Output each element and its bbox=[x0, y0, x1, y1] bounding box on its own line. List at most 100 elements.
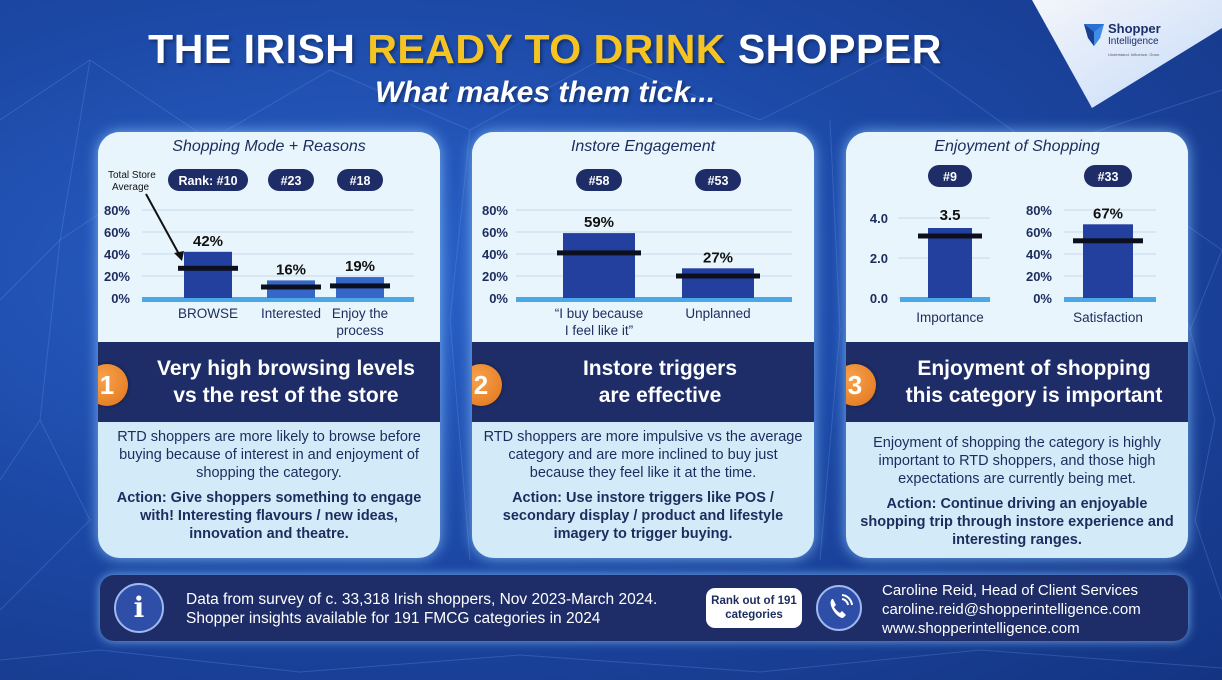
total-store-average-marker bbox=[178, 265, 238, 271]
survey-info-line1: Data from survey of c. 33,318 Irish shop… bbox=[186, 591, 658, 608]
y-tick-label: 60% bbox=[1026, 225, 1052, 240]
y-tick-label: 40% bbox=[1026, 247, 1052, 262]
data-label: 27% bbox=[703, 249, 733, 266]
title-part1: THE IRISH bbox=[148, 26, 356, 72]
data-label: 3.5 bbox=[940, 207, 961, 224]
rank-label: #9 bbox=[943, 170, 957, 184]
total-store-average-marker bbox=[330, 283, 390, 289]
bar bbox=[1083, 224, 1133, 298]
contact-info: Caroline Reid, Head of Client Services c… bbox=[882, 581, 1141, 638]
y-tick-label: 0% bbox=[111, 291, 130, 306]
headline: Very high browsing levels vs the rest of… bbox=[142, 342, 430, 422]
y-tick-label: 60% bbox=[482, 225, 508, 240]
annotation-label: Average bbox=[112, 182, 150, 193]
headline-band: 3 Enjoyment of shopping this category is… bbox=[846, 342, 1188, 422]
y-tick-label: 0% bbox=[489, 291, 508, 306]
chart-area bbox=[472, 132, 814, 342]
contact-website[interactable]: www.shopperintelligence.com bbox=[882, 620, 1080, 637]
y-tick-label: 0.0 bbox=[870, 291, 888, 306]
rank-label: #33 bbox=[1098, 170, 1119, 184]
contact-name: Caroline Reid, Head of Client Services bbox=[882, 582, 1138, 599]
number-badge: 1 bbox=[98, 364, 128, 406]
y-tick-label: 20% bbox=[104, 269, 130, 284]
y-tick-label: 4.0 bbox=[870, 211, 888, 226]
chart-instore-engagement: 0% 20% 40% 60% 80% 59% #58 “I buy because I feel… bbox=[482, 169, 792, 338]
survey-info-line2: Shopper insights available for 191 FMCG … bbox=[186, 610, 601, 627]
y-tick-label: 40% bbox=[482, 247, 508, 262]
chart-area bbox=[98, 132, 440, 342]
bar bbox=[184, 251, 232, 298]
rank-label: Rank: #10 bbox=[178, 174, 237, 188]
bar bbox=[563, 233, 635, 298]
y-tick-label: 40% bbox=[104, 247, 130, 262]
axis-baseline bbox=[900, 297, 990, 302]
headline-band: 2 Instore triggers are effective bbox=[472, 342, 814, 422]
panel-body: Enjoyment of shopping the category is hi… bbox=[856, 434, 1178, 549]
y-tick-label: 0% bbox=[1033, 291, 1052, 306]
headline-line2: are effective bbox=[598, 384, 722, 407]
page-title: THE IRISH READY TO DRINK SHOPPER bbox=[0, 26, 1090, 73]
category-label: Enjoy the bbox=[332, 306, 388, 321]
contact-email[interactable]: caroline.reid@shopperintelligence.com bbox=[882, 601, 1141, 618]
annotation-arrow bbox=[145, 193, 181, 257]
y-tick-label: 20% bbox=[1026, 269, 1052, 284]
number-badge: 2 bbox=[472, 364, 502, 406]
category-label: “I buy because bbox=[555, 306, 644, 321]
number-badge: 3 bbox=[846, 364, 876, 406]
axis-baseline bbox=[1064, 297, 1156, 302]
rank-pill bbox=[337, 169, 383, 191]
rank-pill bbox=[695, 169, 741, 191]
logo-line1: Shopper bbox=[1108, 21, 1161, 36]
rank-legend-line2: categories bbox=[725, 609, 783, 621]
shopper-intelligence-logo-icon bbox=[1084, 24, 1104, 46]
action-text: Action: Continue driving an enjoyable sh… bbox=[860, 496, 1174, 548]
category-label: BROWSE bbox=[178, 306, 238, 321]
chart-shopping-mode: 0% 20% 40% 60% 80% 42% Rank: #10 BROWSE 16% #23 In… bbox=[104, 169, 414, 338]
chart-enjoyment: 0.0 2.0 4.0 3.5 #9 Importance 0% 20% 40% 60% 80% 67… bbox=[870, 165, 1156, 325]
data-label: 67% bbox=[1093, 205, 1123, 222]
info-icon: i bbox=[114, 583, 164, 633]
headline-line1: Enjoyment of shopping bbox=[917, 357, 1151, 380]
title-part3: SHOPPER bbox=[737, 26, 942, 72]
headline: Instore triggers are effective bbox=[516, 342, 804, 422]
headline-line2: this category is important bbox=[905, 384, 1163, 407]
panel-shopping-mode: Shopping Mode + Reasons 0% 20% 40% 60% 80% 42… bbox=[98, 132, 440, 558]
rank-pill bbox=[268, 169, 314, 191]
rank-legend-line1: Rank out of 191 bbox=[711, 595, 797, 607]
body-text: RTD shoppers are more likely to browse b… bbox=[117, 429, 421, 481]
title-highlight: READY TO DRINK bbox=[367, 26, 726, 72]
axis-baseline bbox=[516, 297, 792, 302]
category-label: Satisfaction bbox=[1073, 310, 1143, 325]
total-store-average-marker bbox=[1073, 238, 1143, 244]
data-label: 59% bbox=[584, 214, 614, 231]
category-label: I feel like it” bbox=[565, 323, 633, 338]
headline-band: 1 Very high browsing levels vs the rest … bbox=[98, 342, 440, 422]
annotation-arrowhead bbox=[174, 251, 184, 261]
phone-icon bbox=[816, 585, 862, 631]
footer-bar: i Data from survey of c. 33,318 Irish sh… bbox=[100, 575, 1188, 641]
y-tick-label: 80% bbox=[1026, 203, 1052, 218]
logo-line2: Intelligence bbox=[1108, 36, 1159, 47]
survey-info: Data from survey of c. 33,318 Irish shop… bbox=[186, 590, 657, 628]
headline-line2: vs the rest of the store bbox=[173, 384, 399, 407]
data-label: 42% bbox=[193, 233, 223, 250]
panel-body: RTD shoppers are more impulsive vs the a… bbox=[482, 428, 804, 543]
panel-title: Shopping Mode + Reasons bbox=[172, 138, 366, 155]
y-tick-label: 80% bbox=[482, 203, 508, 218]
rank-legend-pill: Rank out of 191 categories bbox=[706, 588, 802, 628]
rank-pill bbox=[928, 165, 972, 187]
category-label: Importance bbox=[916, 310, 984, 325]
rank-label: #18 bbox=[350, 174, 371, 188]
panel-instore-engagement: Instore Engagement 0% 20% 40% 60% 80% 59% #58 “… bbox=[472, 132, 814, 558]
category-label: process bbox=[336, 323, 384, 338]
rank-label: #53 bbox=[708, 174, 729, 188]
total-store-average-marker bbox=[557, 250, 641, 256]
logo-tagline: Understand. Influence. Grow. bbox=[1108, 52, 1160, 57]
panel-enjoyment: Enjoyment of Shopping 0.0 2.0 4.0 3.5 #9 Impo… bbox=[846, 132, 1188, 558]
rank-pill bbox=[576, 169, 622, 191]
rank-pill bbox=[1084, 165, 1132, 187]
total-store-average-marker bbox=[261, 284, 321, 290]
panel-body: RTD shoppers are more likely to browse b… bbox=[108, 428, 430, 543]
panel-title: Enjoyment of Shopping bbox=[934, 138, 1100, 155]
rank-label: #23 bbox=[281, 174, 302, 188]
